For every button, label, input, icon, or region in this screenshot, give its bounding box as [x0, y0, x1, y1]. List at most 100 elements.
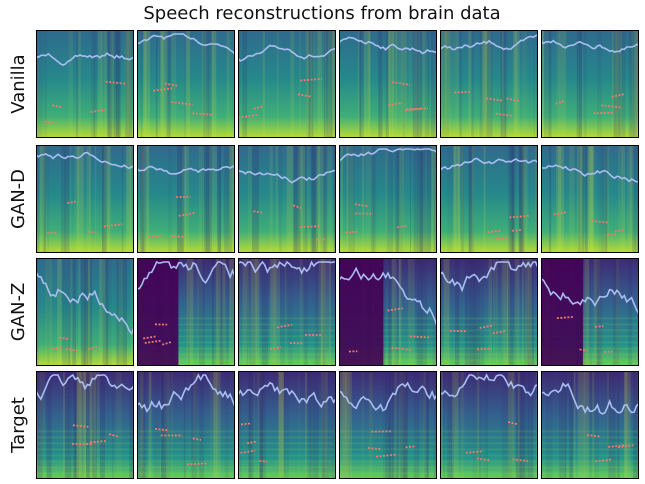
spectrogram-band	[541, 436, 639, 438]
spectrogram-panel	[238, 258, 341, 366]
spectrogram-streak	[312, 145, 318, 253]
spectrogram-streak	[617, 371, 620, 479]
spectrogram-streak	[262, 258, 268, 366]
spectrogram-streak	[220, 258, 224, 366]
spectrogram-band	[440, 442, 538, 444]
spectrogram-streak	[126, 145, 131, 253]
spectrogram-streak	[304, 258, 307, 366]
spectrogram-band	[541, 460, 639, 462]
spectrogram-panel	[36, 30, 134, 138]
spectrogram-band	[339, 442, 437, 444]
spectrogram-streak	[125, 30, 129, 138]
spectrogram-streak	[465, 258, 471, 366]
spectrogram-band	[238, 335, 336, 337]
spectrogram-panel	[339, 30, 437, 138]
spectrogram-streak	[443, 258, 449, 366]
spectrogram-streak	[349, 371, 350, 479]
spectrogram-streak	[309, 371, 313, 479]
spectrogram-band	[36, 472, 134, 474]
spectrogram-streak	[305, 371, 307, 479]
spectrogram-band	[238, 329, 336, 331]
spectrogram-streak	[399, 258, 400, 366]
spectrogram-streak	[47, 145, 49, 253]
spectrogram-streak	[501, 30, 506, 138]
spectrogram-streak	[584, 30, 587, 138]
spectrogram-streak	[47, 371, 52, 479]
spectrogram-streak	[279, 145, 282, 253]
spectrogram-streak	[309, 30, 311, 138]
spectrogram-streak	[368, 30, 371, 138]
spectrogram-streak	[409, 30, 412, 138]
spectrogram-streak	[243, 258, 249, 366]
spectrogram-streak	[443, 371, 445, 479]
spectrogram-band	[137, 466, 235, 468]
spectrogram-streak	[98, 30, 102, 138]
spectrogram-streak	[486, 371, 487, 479]
spectrogram-streak	[343, 371, 346, 479]
spectrogram-silence	[541, 258, 583, 366]
spectrogram-streak	[321, 258, 325, 366]
spectrogram-band	[541, 472, 639, 474]
spectrogram-streak	[549, 145, 551, 253]
spectrogram-panel	[137, 258, 236, 366]
spectrogram-streak	[618, 145, 620, 253]
spectrogram-band	[137, 436, 235, 438]
spectrogram-streak	[69, 30, 73, 138]
spectrogram-streak	[558, 145, 564, 253]
spectrogram-streak	[601, 145, 607, 253]
spectrogram-streak	[332, 30, 333, 138]
spectrogram-streak	[557, 30, 561, 138]
spectrogram-streak	[184, 371, 186, 479]
spectrogram-panel	[440, 30, 540, 138]
spectrogram-streak	[225, 371, 229, 479]
spectrogram-streak	[307, 145, 309, 253]
spectrogram-panel	[541, 258, 639, 366]
spectrogram-panel	[440, 258, 539, 366]
spectrogram-streak	[277, 30, 279, 138]
spectrogram-streak	[417, 258, 422, 366]
spectrogram-band	[36, 454, 134, 456]
spectrogram-streak	[592, 371, 594, 479]
spectrogram-streak	[536, 30, 540, 138]
spectrogram-streak	[327, 145, 332, 253]
spectrogram-band	[238, 353, 336, 355]
spectrogram-band	[238, 448, 336, 450]
spectrogram-streak	[329, 258, 331, 366]
spectrogram-panel	[339, 145, 441, 253]
spectrogram-streak	[203, 30, 209, 138]
figure-title: Speech reconstructions from brain data	[143, 3, 500, 24]
spectrogram-streak	[385, 145, 388, 253]
spectrogram-panel	[339, 258, 440, 366]
spectrogram-band	[238, 472, 336, 474]
spectrogram-streak	[528, 371, 533, 479]
spectrogram-streak	[89, 145, 91, 253]
spectrogram-panel	[541, 30, 639, 138]
spectrogram-streak	[187, 258, 194, 366]
spectrogram-streak	[255, 258, 259, 366]
spectrogram-band	[440, 466, 538, 468]
spectrogram-streak	[184, 30, 186, 138]
spectrogram-streak	[544, 30, 551, 138]
spectrogram-streak	[424, 145, 431, 253]
spectrogram-streak	[609, 371, 616, 479]
spectrogram-streak	[484, 145, 486, 253]
spectrogram-streak	[212, 30, 217, 138]
spectrogram-streak	[447, 145, 452, 253]
spectrogram-streak	[118, 258, 124, 366]
spectrogram-streak	[507, 258, 510, 366]
spectrogram-streak	[288, 258, 293, 366]
spectrogram-streak	[161, 30, 165, 138]
spectrogram-streak	[394, 371, 397, 479]
spectrogram-streak	[414, 371, 420, 479]
spectrogram-streak	[581, 30, 582, 138]
spectrogram-streak	[37, 145, 39, 253]
spectrogram-streak	[542, 30, 544, 138]
spectrogram-streak	[425, 30, 430, 138]
spectrogram-streak	[456, 30, 459, 138]
spectrogram-band	[137, 472, 235, 474]
row-label: Target	[8, 397, 29, 454]
formant-track	[604, 351, 614, 352]
spectrogram-streak	[57, 258, 61, 366]
spectrogram-streak	[577, 30, 580, 138]
spectrogram-band	[238, 341, 336, 343]
